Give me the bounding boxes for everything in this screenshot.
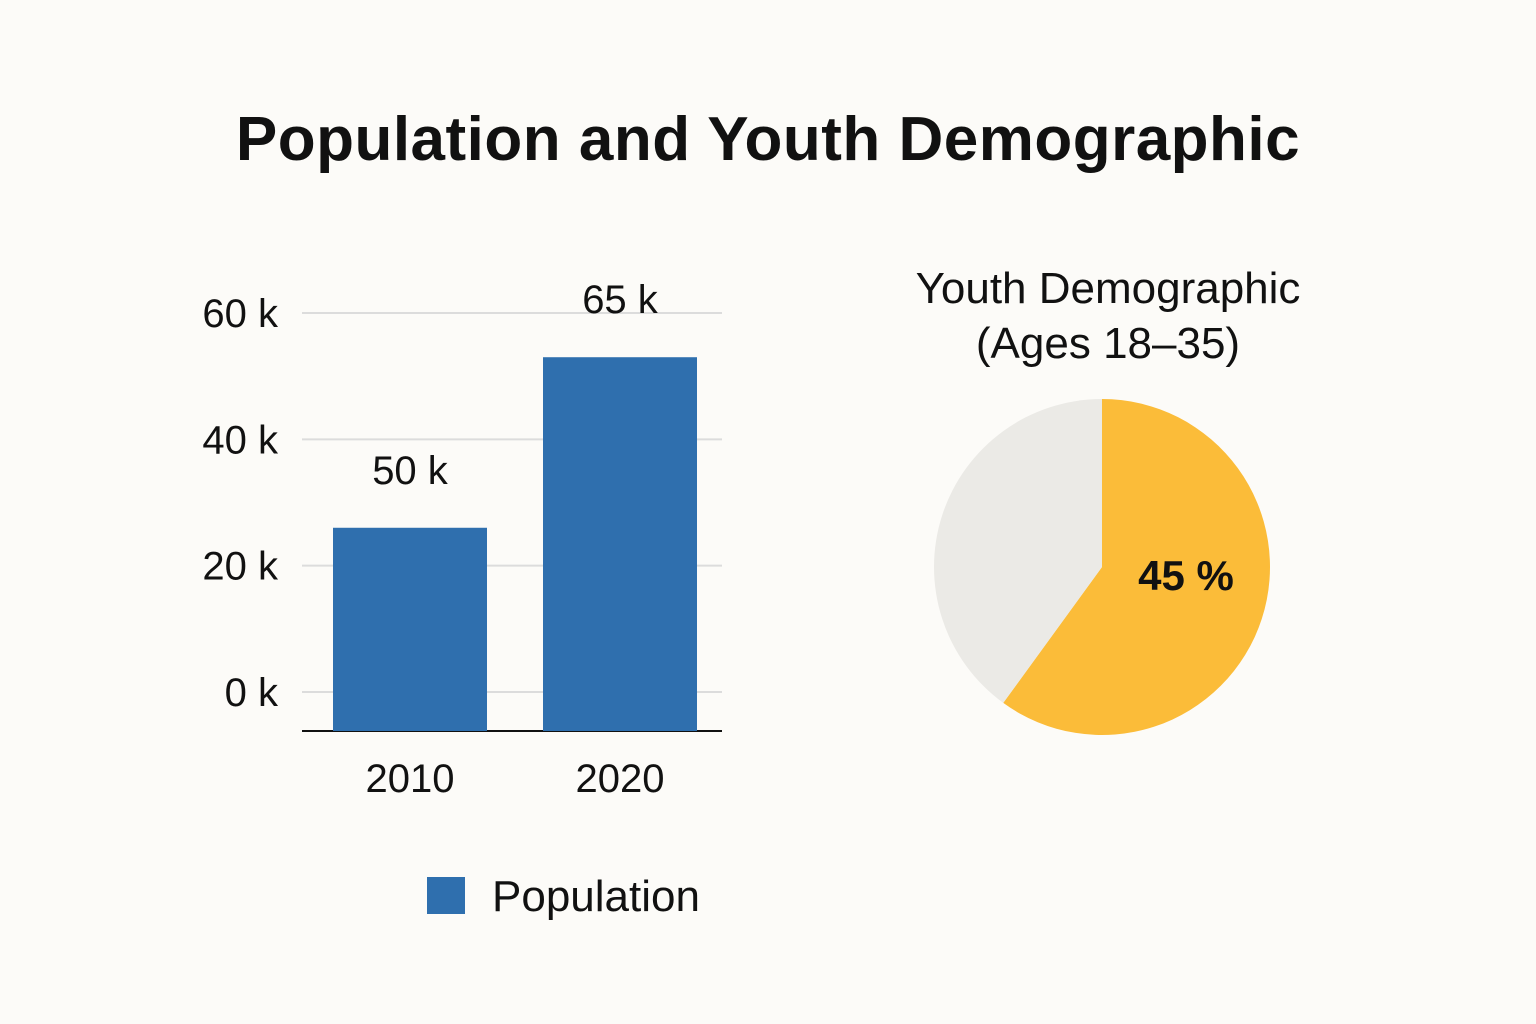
bar-2010 (333, 527, 487, 731)
y-tick-label: 60 k (202, 292, 279, 336)
pie-title-line: (Ages 18–35) (976, 319, 1240, 368)
pie-slice-0 (1003, 399, 1271, 736)
pie-slice-label: 45 % (1138, 552, 1234, 599)
y-tick-label: 40 k (202, 418, 279, 462)
bar-data-label: 50 k (372, 449, 449, 493)
bar-chart: 0 k 20 k 40 k 60 k 50 k 2010 65 k 2020 Populatio… (202, 278, 722, 921)
legend-label: Population (492, 872, 700, 921)
x-tick-label: 2020 (576, 757, 665, 801)
legend-swatch (427, 877, 465, 914)
y-tick-label: 0 k (225, 671, 279, 715)
pie-chart: Youth Demographic (Ages 18–35) 45 % (916, 264, 1301, 736)
bar-2020 (543, 357, 697, 731)
bar-data-label: 65 k (582, 278, 659, 322)
x-tick-label: 2010 (366, 757, 455, 801)
pie-slice-1 (934, 399, 1102, 703)
pie-title-line: Youth Demographic (916, 264, 1301, 313)
page-title: Population and Youth Demographic (235, 105, 1301, 174)
y-tick-label: 20 k (202, 545, 279, 589)
